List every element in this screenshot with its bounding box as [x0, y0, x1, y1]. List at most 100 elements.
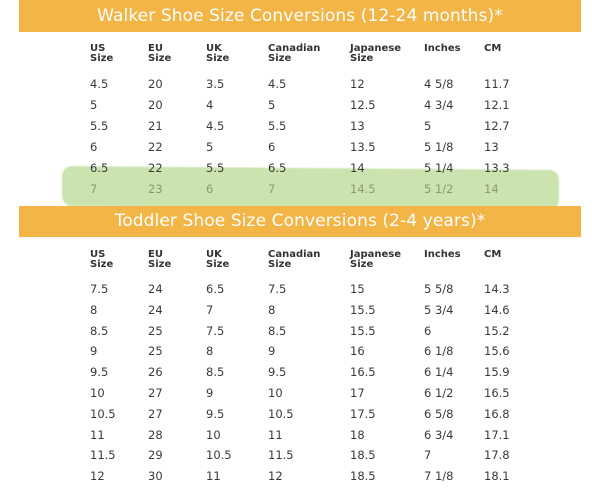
- table-row: 7.5 24 6.5 7.5 15 5 5/8 14.3: [0, 282, 600, 303]
- cell-us-size: 5: [90, 98, 98, 112]
- cell-cm: 14: [484, 182, 499, 196]
- cell-cm: 12.1: [484, 98, 510, 112]
- cell-uk-size: 4: [206, 98, 214, 112]
- header-sublabel: Size: [268, 259, 292, 270]
- table-row: 11 28 10 11 18 6 3/4 17.1: [0, 428, 600, 449]
- cell-cm: 17.1: [484, 427, 510, 442]
- table-row: 11.5 29 10.5 11.5 18.5 7 17.8: [0, 448, 600, 469]
- cell-uk-size: 8.5: [206, 365, 225, 380]
- table-row: 8.5 25 7.5 8.5 15.5 6 15.2: [0, 324, 600, 345]
- header-canadian-size: Canadian Size: [268, 250, 320, 270]
- header-cm: CM: [484, 44, 501, 54]
- cell-cm: 16.8: [484, 406, 510, 421]
- cell-eu-size: 30: [148, 469, 163, 484]
- cell-us-size: 8.5: [90, 323, 109, 338]
- header-sublabel: Size: [148, 259, 172, 270]
- table-row: 6.5 22 5.5 6.5 14 5 1/4 13.3: [0, 161, 600, 182]
- header-label: Canadian: [268, 249, 321, 260]
- cell-eu-size: 23: [148, 182, 163, 196]
- header-label: UK: [206, 43, 222, 54]
- cell-japanese-size: 18.5: [350, 469, 376, 484]
- cell-japanese-size: 14.5: [350, 182, 376, 196]
- header-sublabel: Size: [90, 259, 114, 270]
- cell-us-size: 9.5: [90, 365, 109, 380]
- cell-eu-size: 27: [148, 406, 163, 421]
- header-label: Japanese: [350, 249, 402, 260]
- cell-canadian-size: 6.5: [268, 161, 287, 175]
- cell-inches: 6 3/4: [424, 427, 454, 442]
- cell-cm: 11.7: [484, 77, 510, 91]
- header-label: Inches: [424, 249, 461, 260]
- cell-eu-size: 25: [148, 344, 163, 359]
- cell-eu-size: 29: [148, 448, 163, 463]
- cell-us-size: 6.5: [90, 161, 109, 175]
- cell-canadian-size: 5: [268, 98, 276, 112]
- cell-cm: 14.6: [484, 302, 510, 317]
- header-cm: CM: [484, 250, 501, 260]
- cell-cm: 15.2: [484, 323, 510, 338]
- cell-inches: 6: [424, 323, 432, 338]
- header-label: US: [90, 43, 106, 54]
- table-row: 7 23 6 7 14.5 5 1/2 14: [0, 182, 600, 203]
- cell-uk-size: 6.5: [206, 282, 225, 296]
- cell-cm: 16.5: [484, 386, 510, 400]
- cell-cm: 14.3: [484, 282, 510, 296]
- cell-japanese-size: 17.5: [350, 406, 376, 421]
- cell-us-size: 4.5: [90, 77, 109, 91]
- header-sublabel: Size: [350, 53, 374, 64]
- cell-canadian-size: 5.5: [268, 119, 287, 133]
- cell-uk-size: 8: [206, 344, 214, 359]
- header-label: Inches: [424, 43, 461, 54]
- cell-eu-size: 25: [148, 323, 163, 338]
- cell-inches: 6 1/8: [424, 344, 454, 359]
- cell-canadian-size: 11: [268, 427, 283, 442]
- header-label: Canadian: [268, 43, 321, 54]
- cell-uk-size: 5: [206, 140, 214, 154]
- cell-us-size: 10.5: [90, 406, 116, 421]
- cell-japanese-size: 14: [350, 161, 365, 175]
- cell-us-size: 12: [90, 469, 105, 484]
- cell-uk-size: 11: [206, 469, 221, 484]
- header-sublabel: Size: [350, 259, 374, 270]
- cell-us-size: 11.5: [90, 448, 116, 463]
- cell-us-size: 11: [90, 427, 105, 442]
- cell-eu-size: 21: [148, 119, 163, 133]
- cell-japanese-size: 18: [350, 427, 365, 442]
- cell-us-size: 7: [90, 182, 98, 196]
- header-uk-size: UK Size: [206, 250, 229, 270]
- cell-eu-size: 27: [148, 386, 163, 400]
- header-label: EU: [148, 43, 163, 54]
- cell-canadian-size: 12: [268, 469, 283, 484]
- header-eu-size: EU Size: [148, 44, 171, 64]
- cell-inches: 5 1/4: [424, 161, 454, 175]
- cell-japanese-size: 12.5: [350, 98, 376, 112]
- header-sublabel: Size: [148, 53, 172, 64]
- cell-us-size: 8: [90, 302, 98, 317]
- header-label: EU: [148, 249, 163, 260]
- cell-uk-size: 6: [206, 182, 214, 196]
- cell-cm: 17.8: [484, 448, 510, 463]
- cell-eu-size: 24: [148, 302, 163, 317]
- table-row: 10.5 27 9.5 10.5 17.5 6 5/8 16.8: [0, 407, 600, 428]
- cell-uk-size: 7.5: [206, 323, 225, 338]
- table-row: 10 27 9 10 17 6 1/2 16.5: [0, 386, 600, 407]
- table-row: 6 22 5 6 13.5 5 1/8 13: [0, 140, 600, 161]
- header-label: US: [90, 249, 106, 260]
- walker-table-title: Walker Shoe Size Conversions (12-24 mont…: [19, 0, 581, 32]
- cell-inches: 7: [424, 448, 432, 463]
- table-row: 9.5 26 8.5 9.5 16.5 6 1/4 15.9: [0, 365, 600, 386]
- cell-eu-size: 26: [148, 365, 163, 380]
- cell-us-size: 7.5: [90, 282, 109, 296]
- cell-japanese-size: 18.5: [350, 448, 376, 463]
- cell-inches: 5 5/8: [424, 282, 454, 296]
- header-inches: Inches: [424, 44, 461, 54]
- cell-japanese-size: 13: [350, 119, 365, 133]
- cell-uk-size: 3.5: [206, 77, 225, 91]
- header-canadian-size: Canadian Size: [268, 44, 320, 64]
- cell-inches: 4 3/4: [424, 98, 454, 112]
- header-japanese-size: Japanese Size: [350, 44, 401, 64]
- cell-canadian-size: 10: [268, 386, 283, 400]
- header-inches: Inches: [424, 250, 461, 260]
- cell-japanese-size: 16: [350, 344, 365, 359]
- cell-eu-size: 28: [148, 427, 163, 442]
